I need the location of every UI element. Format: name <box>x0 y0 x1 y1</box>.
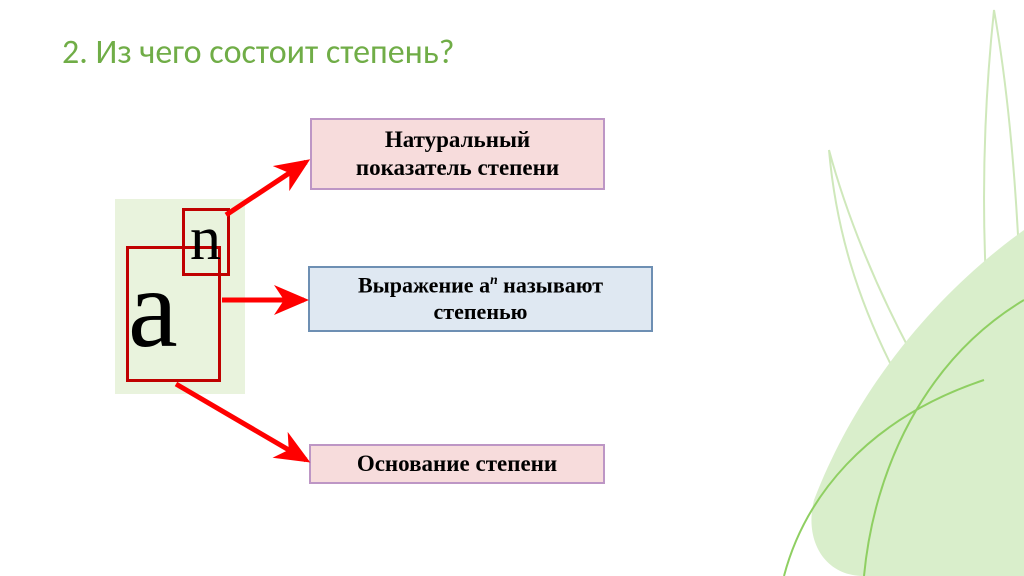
arrow-to-exponent <box>226 162 306 215</box>
slide-canvas: 2. Из чего состоит степень? a n Натураль… <box>0 0 1024 576</box>
arrow-to-base <box>176 384 306 460</box>
arrows-layer <box>0 0 1024 576</box>
